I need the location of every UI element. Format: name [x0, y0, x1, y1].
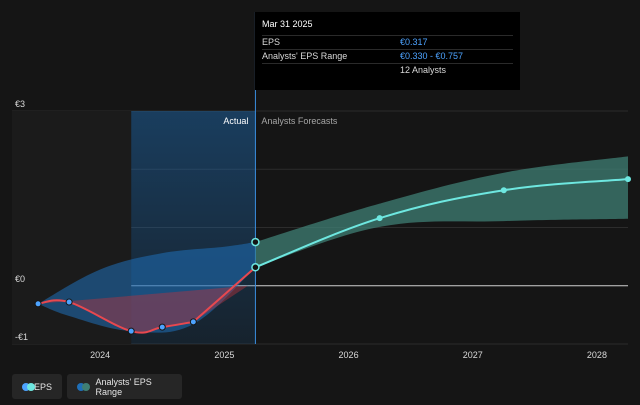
- y-tick-label: €3: [15, 99, 25, 109]
- eps-data-point: [189, 318, 197, 326]
- range-areas: [38, 156, 628, 333]
- eps-line-actual: [192, 266, 257, 323]
- forecast-data-point: [376, 215, 383, 222]
- x-tick-label: 2024: [90, 350, 110, 360]
- actual-section-label: Actual: [223, 116, 248, 126]
- tooltip-date: Mar 31 2025: [262, 19, 313, 29]
- legend-item-analysts-range[interactable]: Analysts' EPS Range: [67, 374, 182, 399]
- y-tick-label: €0: [15, 274, 25, 284]
- x-tick-label: 2026: [339, 350, 359, 360]
- eps-line-forecast: [255, 178, 629, 269]
- tooltip-row-range: Analysts' EPS Range €0.330 - €0.757: [262, 49, 513, 63]
- hover-tooltip: Mar 31 2025 EPS €0.317 Analysts' EPS Ran…: [255, 12, 520, 90]
- eps-loss-area: [38, 285, 248, 333]
- eps-data-point: [127, 327, 135, 335]
- forecast-eps-range-area: [255, 156, 628, 268]
- tooltip-label: [262, 64, 400, 77]
- tooltip-value: €0.317: [400, 37, 428, 47]
- forecast-data-point: [625, 176, 631, 183]
- eps-current-marker: [251, 263, 260, 272]
- x-tick-label: 2025: [214, 350, 234, 360]
- tooltip-row-analysts: 12 Analysts: [262, 63, 513, 77]
- x-tick-label: 2027: [463, 350, 483, 360]
- tooltip-row-eps: EPS €0.317: [262, 35, 513, 49]
- tooltip-label: Analysts' EPS Range: [262, 51, 348, 61]
- forecast-section-label: Analysts Forecasts: [261, 116, 338, 126]
- tooltip-value: €0.330 - €0.757: [400, 51, 464, 61]
- data-points: [34, 176, 631, 335]
- range-legend-icon: [77, 382, 90, 391]
- tooltip-label: EPS: [262, 37, 281, 47]
- tooltip-value: 12 Analysts: [400, 65, 447, 75]
- legend-label: Analysts' EPS Range: [95, 376, 152, 397]
- legend-item-eps[interactable]: EPS: [12, 374, 62, 399]
- forecast-data-point: [500, 187, 507, 194]
- x-tick-label: 2028: [587, 350, 607, 360]
- actual-eps-range-area: [38, 242, 256, 333]
- y-tick-label: -€1: [15, 332, 28, 342]
- legend-label: EPS: [33, 381, 52, 392]
- eps-legend-icon: [22, 382, 35, 391]
- eps-data-point: [65, 298, 73, 306]
- eps-data-point: [34, 300, 42, 308]
- range-upper-marker: [251, 237, 260, 247]
- axis-labels: €3 €0 -€1 2024 2025 2026 2027 2028 Actual Analyst…: [15, 99, 607, 360]
- eps-data-point: [158, 323, 166, 331]
